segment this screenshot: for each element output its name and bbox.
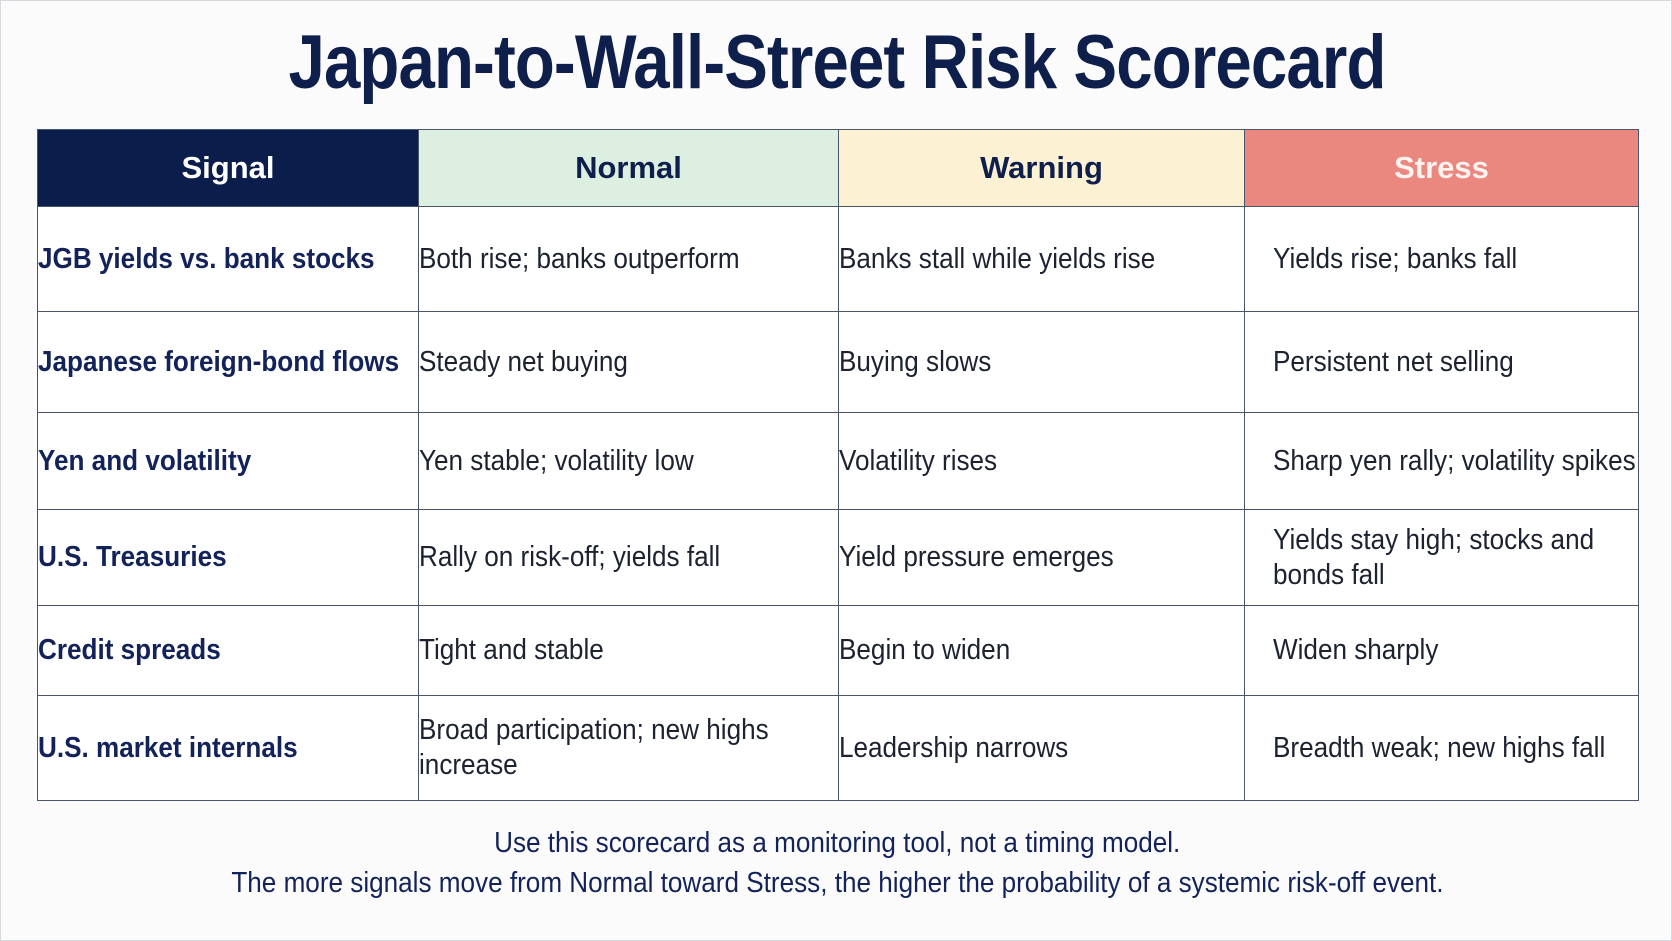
header-warning: Warning bbox=[838, 129, 1245, 207]
stress-cell: Yields rise; banks fall bbox=[1244, 206, 1639, 312]
stress-cell: Sharp yen rally; volatility spikes bbox=[1244, 412, 1639, 510]
normal-text: Tight and stable bbox=[419, 634, 604, 666]
signal-label: U.S. market internals bbox=[38, 731, 298, 764]
footer-text-1: Use this scorecard as a monitoring tool,… bbox=[493, 827, 1181, 859]
warning-text: Begin to widen bbox=[839, 634, 1011, 666]
stress-text: Sharp yen rally; volatility spikes bbox=[1273, 444, 1636, 477]
warning-text: Volatility rises bbox=[839, 444, 998, 477]
signal-cell: Japanese foreign-bond flows bbox=[37, 311, 419, 413]
warning-cell: Leadership narrows bbox=[838, 695, 1245, 801]
signal-cell: JGB yields vs. bank stocks bbox=[37, 206, 419, 312]
footer-text-2: The more signals move from Normal toward… bbox=[230, 867, 1444, 899]
header-stress: Stress bbox=[1244, 129, 1639, 207]
warning-cell: Banks stall while yields rise bbox=[838, 206, 1245, 312]
signal-cell: U.S. Treasuries bbox=[37, 509, 419, 606]
warning-cell: Buying slows bbox=[838, 311, 1245, 413]
normal-cell: Tight and stable bbox=[418, 605, 839, 696]
footer-note-line2: The more signals move from Normal toward… bbox=[1, 867, 1672, 900]
warning-text: Banks stall while yields rise bbox=[839, 242, 1156, 275]
normal-text: Broad participation; new highs increase bbox=[419, 714, 769, 781]
warning-cell: Yield pressure emerges bbox=[838, 509, 1245, 606]
signal-label: Yen and volatility bbox=[38, 444, 252, 477]
normal-text: Both rise; banks outperform bbox=[419, 242, 740, 275]
signal-label: JGB yields vs. bank stocks bbox=[38, 242, 375, 275]
normal-cell: Rally on risk-off; yields fall bbox=[418, 509, 839, 606]
stress-cell: Widen sharply bbox=[1244, 605, 1639, 696]
header-signal: Signal bbox=[37, 129, 419, 207]
warning-cell: Volatility rises bbox=[838, 412, 1245, 510]
warning-text: Leadership narrows bbox=[839, 731, 1069, 764]
signal-cell: Credit spreads bbox=[37, 605, 419, 696]
signal-cell: U.S. market internals bbox=[37, 695, 419, 801]
table-row: JGB yields vs. bank stocks Both rise; ba… bbox=[37, 206, 1639, 312]
stress-text: Yields stay high; stocks and bonds fall bbox=[1273, 523, 1595, 591]
signal-cell: Yen and volatility bbox=[37, 412, 419, 510]
table-row: Japanese foreign-bond flows Steady net b… bbox=[37, 311, 1639, 413]
table-row: U.S. Treasuries Rally on risk-off; yield… bbox=[37, 509, 1639, 606]
normal-cell: Steady net buying bbox=[418, 311, 839, 413]
stress-text: Widen sharply bbox=[1273, 634, 1439, 666]
header-normal: Normal bbox=[418, 129, 839, 207]
page-title: Japan-to-Wall-Street Risk Scorecard bbox=[288, 20, 1386, 105]
stress-cell: Persistent net selling bbox=[1244, 311, 1639, 413]
table-row: U.S. market internals Broad participatio… bbox=[37, 695, 1639, 801]
table-row: Credit spreads Tight and stable Begin to… bbox=[37, 605, 1639, 696]
risk-scorecard-table: Signal Normal Warning Stress JGB yields … bbox=[37, 129, 1639, 801]
stress-text: Persistent net selling bbox=[1273, 345, 1514, 378]
stress-cell: Breadth weak; new highs fall bbox=[1244, 695, 1639, 801]
table-row: Yen and volatility Yen stable; volatilit… bbox=[37, 412, 1639, 510]
footer-note-line1: Use this scorecard as a monitoring tool,… bbox=[1, 827, 1672, 860]
normal-text: Steady net buying bbox=[419, 345, 628, 378]
stress-text: Breadth weak; new highs fall bbox=[1273, 731, 1606, 764]
warning-text: Yield pressure emerges bbox=[839, 541, 1114, 573]
normal-cell: Both rise; banks outperform bbox=[418, 206, 839, 312]
signal-label: U.S. Treasuries bbox=[38, 541, 227, 573]
normal-cell: Yen stable; volatility low bbox=[418, 412, 839, 510]
normal-cell: Broad participation; new highs increase bbox=[418, 695, 839, 801]
normal-text: Yen stable; volatility low bbox=[419, 444, 694, 477]
signal-label: Japanese foreign-bond flows bbox=[38, 345, 400, 378]
warning-cell: Begin to widen bbox=[838, 605, 1245, 696]
signal-label: Credit spreads bbox=[38, 634, 221, 666]
header-row: Signal Normal Warning Stress bbox=[37, 129, 1639, 207]
normal-text: Rally on risk-off; yields fall bbox=[419, 541, 721, 573]
warning-text: Buying slows bbox=[839, 345, 992, 378]
stress-text: Yields rise; banks fall bbox=[1273, 242, 1518, 275]
stress-cell: Yields stay high; stocks and bonds fall bbox=[1244, 509, 1639, 606]
